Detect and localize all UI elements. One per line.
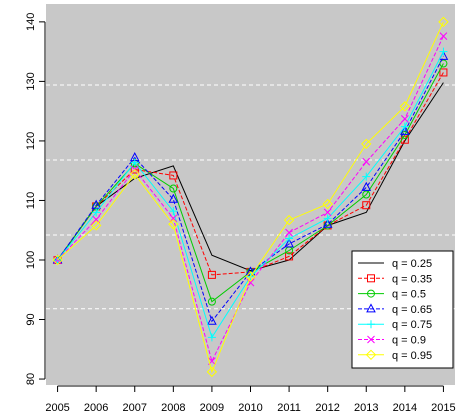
circle-marker (169, 184, 178, 193)
plus-marker (367, 320, 375, 329)
x-tick-label: 2011 (277, 402, 301, 414)
triangle-marker (361, 181, 372, 191)
square-marker (362, 201, 371, 210)
cross-marker (246, 278, 255, 287)
diamond-marker (90, 220, 102, 231)
cross-marker (367, 335, 375, 344)
legend-item: q = 0.25 (358, 258, 432, 270)
diamond-marker (365, 349, 377, 361)
triangle-marker (284, 238, 294, 248)
diamond-marker (438, 16, 449, 28)
legend-item: q = 0.9 (358, 335, 426, 347)
diamond-marker (245, 271, 256, 282)
circle-marker (207, 297, 216, 306)
diamond-marker (399, 101, 411, 112)
square-marker (207, 270, 216, 279)
cross-marker (439, 32, 448, 41)
cross-marker (285, 228, 293, 237)
y-tick-label: 130 (25, 72, 37, 90)
x-tick-label: 2010 (238, 402, 262, 414)
series-0 (57, 82, 444, 272)
diamond-marker (206, 366, 218, 378)
x-tick-label: 2005 (45, 402, 69, 414)
diamond-marker (129, 169, 140, 180)
y-tick-label: 110 (25, 192, 37, 210)
x-tick-label: 2014 (393, 402, 417, 414)
x-tick-label: 2009 (200, 402, 224, 414)
circle-marker (367, 289, 375, 298)
y-tick-label: 100 (25, 251, 37, 269)
legend-item: q = 0.95 (358, 349, 432, 362)
circle-marker (439, 59, 448, 68)
triangle-marker (207, 315, 217, 325)
circle-marker (362, 190, 371, 199)
triangle-marker (322, 218, 333, 228)
cross-marker (362, 157, 371, 166)
legend-label: q = 0.25 (392, 258, 432, 270)
legend-label: q = 0.95 (392, 350, 432, 362)
legend-item: q = 0.65 (358, 303, 432, 316)
cross-marker (400, 115, 409, 123)
y-tick-label: 140 (25, 13, 37, 31)
x-tick-label: 2013 (354, 402, 378, 414)
series-line (57, 21, 444, 374)
y-axis: 80 90 100 110 120 130 140 (25, 13, 46, 385)
x-tick-label: 2015 (431, 402, 455, 414)
y-tick-label: 90 (25, 313, 37, 325)
legend-label: q = 0.35 (392, 273, 432, 285)
triangle-marker (366, 303, 376, 313)
y-tick-label: 120 (25, 132, 37, 150)
legend-item: q = 0.35 (358, 273, 432, 285)
series-6 (52, 16, 449, 378)
plus-marker (207, 333, 216, 342)
plus-marker (130, 158, 139, 167)
plus-marker (92, 208, 101, 217)
diamond-marker (168, 219, 179, 230)
plus-marker (285, 234, 294, 243)
y-tick-label: 80 (25, 373, 37, 385)
x-tick-label: 2007 (123, 402, 147, 414)
legend-label: q = 0.9 (392, 335, 426, 347)
diamond-marker (322, 198, 333, 210)
diamond-marker (283, 214, 295, 226)
triangle-marker (91, 199, 101, 209)
square-marker (169, 171, 178, 180)
x-axis: 2005 2006 2007 2008 2009 2010 2011 2012 2013 2014… (45, 385, 456, 414)
series-line (57, 82, 444, 272)
plus-marker (323, 214, 332, 223)
legend: q = 0.25 q = 0.35 q = 0.5 q = 0.65 q = 0.75 q… (351, 250, 454, 369)
diamond-marker (361, 138, 372, 150)
diamond-marker (52, 254, 63, 266)
legend-item: q = 0.75 (358, 319, 432, 331)
plus-marker (362, 172, 371, 181)
x-tick-label: 2008 (161, 402, 185, 414)
square-marker (439, 68, 448, 77)
legend-label: q = 0.5 (392, 289, 426, 301)
square-marker (367, 274, 375, 283)
plus-marker (400, 122, 409, 131)
x-tick-label: 2006 (84, 402, 108, 414)
x-tick-label: 2012 (315, 402, 339, 414)
legend-label: q = 0.65 (392, 304, 432, 316)
square-marker (285, 252, 294, 261)
plus-marker (169, 207, 178, 216)
grid-lines (46, 84, 455, 310)
legend-item: q = 0.5 (358, 289, 426, 301)
legend-label: q = 0.75 (392, 319, 432, 331)
series-layer (52, 16, 449, 378)
plus-marker (439, 47, 448, 56)
triangle-marker (168, 193, 179, 203)
triangle-marker (400, 125, 410, 135)
cross-marker (323, 208, 332, 217)
